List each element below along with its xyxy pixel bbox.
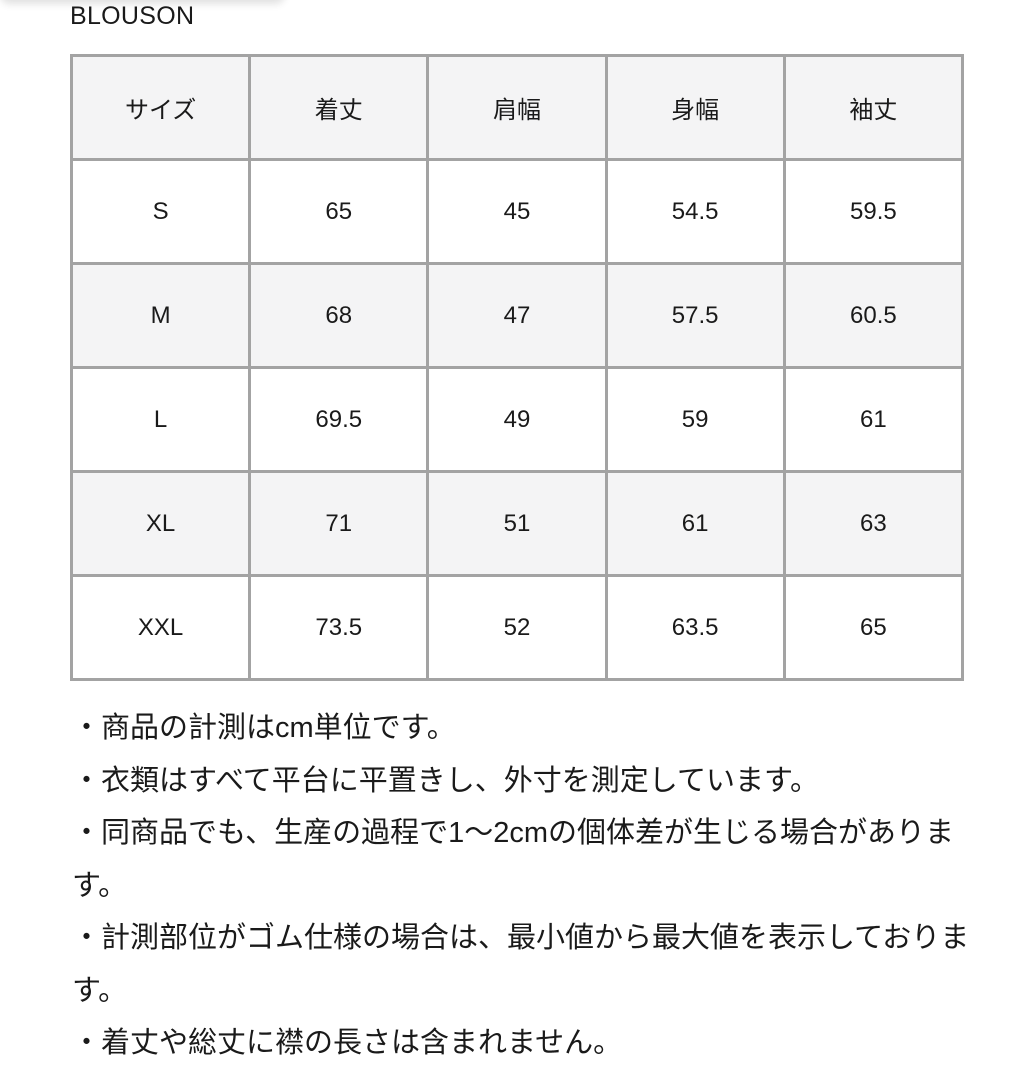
- table-row: XL 71 51 61 63: [69, 470, 965, 577]
- table-row: XXL 73.5 52 63.5 65: [69, 574, 965, 681]
- column-header: サイズ: [69, 54, 252, 161]
- column-header: 着丈: [248, 54, 430, 161]
- table-row: S 65 45 54.5 59.5: [69, 158, 965, 265]
- product-category-title: BLOUSON: [70, 2, 195, 30]
- table-row: M 68 47 57.5 60.5: [69, 262, 965, 369]
- measurement-cell: 54.5: [604, 158, 786, 265]
- note-item: ・同商品でも、生産の過程で1〜2cmの個体差が生じる場合があります。: [72, 817, 955, 902]
- measurement-cell: 71: [248, 470, 430, 577]
- measurement-cell: 57.5: [604, 262, 786, 369]
- measurement-cell: 59.5: [782, 158, 965, 265]
- measurement-cell: 73.5: [248, 574, 430, 681]
- note-item: ・商品の計測はcm単位です。: [72, 712, 456, 744]
- measurement-cell: 63: [782, 470, 965, 577]
- size-cell: XL: [69, 470, 252, 577]
- size-cell: S: [69, 158, 252, 265]
- size-cell: L: [69, 366, 252, 473]
- note-item: ・衣類はすべて平台に平置きし、外寸を測定しています。: [72, 764, 820, 797]
- measurement-cell: 68: [248, 262, 430, 369]
- column-header: 袖丈: [782, 54, 965, 161]
- measurement-cell: 52: [426, 574, 608, 681]
- size-cell: XXL: [69, 574, 252, 681]
- table-row: L 69.5 49 59 61: [69, 366, 965, 473]
- measurement-cell: 49: [426, 366, 608, 473]
- measurement-cell: 45: [426, 158, 608, 265]
- measurement-cell: 60.5: [782, 262, 965, 369]
- measurement-cell: 47: [426, 262, 608, 369]
- measurement-cell: 65: [248, 158, 430, 265]
- size-cell: M: [69, 262, 252, 369]
- measurement-notes: ・商品の計測はcm単位です。・衣類はすべて平台に平置きし、外寸を測定しています。…: [72, 702, 972, 1070]
- measurement-cell: 59: [604, 366, 786, 473]
- table-header-row: サイズ 着丈 肩幅 身幅 袖丈: [69, 54, 965, 161]
- measurement-cell: 63.5: [604, 574, 786, 681]
- note-item: ・計測部位がゴム仕様の場合は、最小値から最大値を表示しております。: [72, 922, 970, 1007]
- measurement-cell: 65: [782, 574, 965, 681]
- measurement-cell: 61: [782, 366, 965, 473]
- size-chart-table: サイズ 着丈 肩幅 身幅 袖丈 S 65 45 54.5 59.5 M 68 47 57.5 60.5 L 69…: [69, 54, 965, 681]
- column-header: 肩幅: [426, 54, 608, 161]
- measurement-cell: 51: [426, 470, 608, 577]
- column-header: 身幅: [604, 54, 786, 161]
- measurement-cell: 61: [604, 470, 786, 577]
- measurement-cell: 69.5: [248, 366, 430, 473]
- note-item: ・着丈や総丈に襟の長さは含まれません。: [72, 1027, 623, 1059]
